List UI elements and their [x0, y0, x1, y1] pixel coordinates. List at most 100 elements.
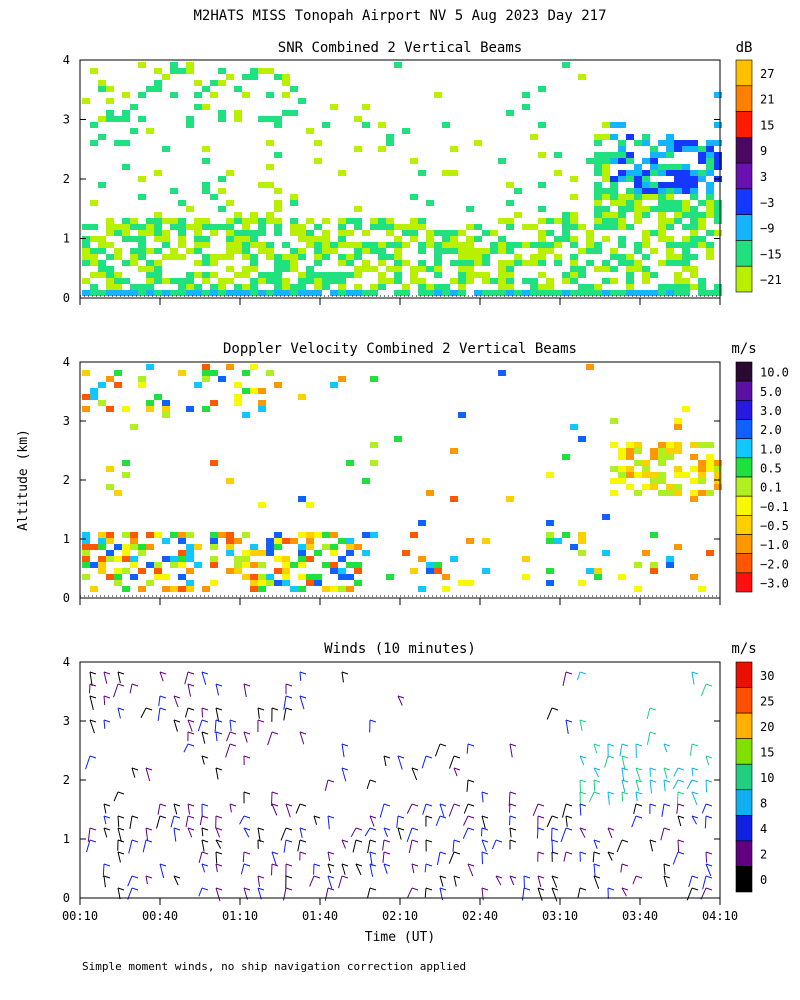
doppler-colorbar: 10.0 5.0 3.0 2.0 1.0 0.5 0.1 −0.1 −0.5 −1.0 −2.0 −3…	[735, 361, 789, 593]
colorbar-swatch	[735, 476, 753, 497]
colorbar-swatch	[735, 534, 753, 554]
x-axis-label: Time (UT)	[365, 930, 435, 945]
colorbar-swatch	[735, 763, 753, 791]
x-tick-label: 00:10	[62, 909, 98, 923]
colorbar-swatch	[735, 85, 753, 112]
snr-x-axis	[79, 298, 721, 305]
colorbar-label: 4	[760, 822, 767, 836]
colorbar-swatch	[735, 789, 753, 816]
y-tick-label: 3	[63, 113, 70, 127]
colorbar-label: 0	[760, 873, 767, 887]
colorbar-label: 2.0	[760, 423, 782, 437]
colorbar-swatch	[735, 162, 753, 190]
colorbar-swatch	[735, 661, 753, 688]
colorbar-swatch	[735, 438, 753, 459]
colorbar-swatch	[735, 214, 753, 241]
colorbar-label: −0.5	[760, 519, 789, 533]
colorbar-label: 20	[760, 720, 774, 734]
data-field	[85, 671, 713, 902]
y-tick-label: 2	[63, 773, 70, 787]
colorbar-label: 15	[760, 745, 774, 759]
colorbar-label: −2.0	[760, 557, 789, 571]
snr-panel-title: SNR Combined 2 Vertical Beams	[278, 40, 522, 56]
data-field	[82, 62, 722, 296]
colorbar-label: 3.0	[760, 404, 782, 418]
y-tick-label: 1	[63, 232, 70, 246]
y-tick-label: 1	[63, 532, 70, 546]
x-tick-label: 02:40	[462, 909, 498, 923]
figure-title: M2HATS MISS Tonopah Airport NV 5 Aug 202…	[193, 8, 606, 24]
colorbar-swatch	[735, 111, 753, 138]
colorbar-swatch	[735, 712, 753, 739]
colorbar-swatch	[735, 137, 753, 164]
colorbar-swatch	[735, 840, 753, 867]
y-tick-label: 0	[63, 891, 70, 905]
x-tick-label: 02:10	[382, 909, 418, 923]
colorbar-swatch	[735, 400, 753, 420]
colorbar-swatch	[735, 553, 753, 574]
colorbar-label: −0.1	[760, 500, 789, 514]
colorbar-label: −21	[760, 273, 782, 287]
y-tick-label: 4	[63, 53, 70, 67]
y-tick-label: 2	[63, 473, 70, 487]
snr-panel: SNR Combined 2 Vertical Beams 0 1 2 3 4 dB 2…	[63, 40, 782, 305]
colorbar-swatch	[735, 815, 753, 842]
y-tick-label: 1	[63, 832, 70, 846]
colorbar-label: 10	[760, 771, 774, 785]
snr-colorbar: 27 21 15 9 3 −3 −9 −15 −21	[735, 59, 782, 293]
colorbar-label: 21	[760, 93, 774, 107]
colorbar-label: −3.0	[760, 576, 789, 590]
winds-colorbar-unit: m/s	[731, 641, 756, 657]
doppler-colorbar-unit: m/s	[731, 341, 756, 357]
colorbar-swatch	[735, 419, 753, 439]
doppler-x-axis	[79, 598, 721, 605]
doppler-panel-title: Doppler Velocity Combined 2 Vertical Bea…	[223, 341, 577, 357]
colorbar-label: 5.0	[760, 385, 782, 399]
colorbar-label: 30	[760, 669, 774, 683]
doppler-plot-area	[79, 361, 722, 599]
colorbar-swatch	[735, 59, 753, 87]
colorbar-label: 9	[760, 144, 767, 158]
colorbar-swatch	[735, 457, 753, 478]
colorbar-swatch	[735, 866, 753, 893]
colorbar-label: 27	[760, 67, 774, 81]
snr-plot-area	[79, 59, 722, 299]
x-tick-label: 01:40	[302, 909, 338, 923]
colorbar-label: 0.5	[760, 461, 782, 475]
colorbar-swatch	[735, 738, 753, 765]
footnote: Simple moment winds, no ship navigation …	[82, 960, 466, 973]
data-field	[82, 364, 722, 592]
snr-y-axis: 0 1 2 3 4	[63, 53, 720, 305]
y-axis-label: Altitude (km)	[16, 429, 31, 531]
x-tick-label: 03:10	[542, 909, 578, 923]
colorbar-label: 8	[760, 797, 767, 811]
winds-y-axis: 0 1 2 3 4	[63, 655, 720, 905]
colorbar-label: −15	[760, 247, 782, 261]
colorbar-label: 3	[760, 170, 767, 184]
colorbar-label: 1.0	[760, 442, 782, 456]
winds-x-axis: 00:10 00:40 01:10 01:40 02:10 02:40 03:10 03:40…	[62, 898, 738, 923]
colorbar-label: −9	[760, 222, 774, 236]
colorbar-swatch	[735, 515, 753, 535]
doppler-panel: Doppler Velocity Combined 2 Vertical Bea…	[63, 341, 789, 605]
colorbar-swatch	[735, 188, 753, 215]
colorbar-label: 2	[760, 848, 767, 862]
x-tick-label: 01:10	[222, 909, 258, 923]
y-tick-label: 2	[63, 172, 70, 186]
x-tick-label: 00:40	[142, 909, 178, 923]
colorbar-swatch	[735, 495, 753, 516]
winds-plot-area	[79, 661, 721, 902]
x-tick-label: 04:10	[702, 909, 738, 923]
colorbar-label: −1.0	[760, 538, 789, 552]
colorbar-swatch	[735, 240, 753, 267]
winds-panel-title: Winds (10 minutes)	[324, 641, 476, 657]
colorbar-swatch	[735, 361, 753, 382]
colorbar-label: −3	[760, 196, 774, 210]
colorbar-label: 25	[760, 694, 774, 708]
colorbar-label: 15	[760, 118, 774, 132]
y-tick-label: 3	[63, 414, 70, 428]
y-tick-label: 0	[63, 291, 70, 305]
winds-panel: Winds (10 minutes) 0 1 2 3 4 00:10 00:40 01:10…	[62, 641, 775, 923]
